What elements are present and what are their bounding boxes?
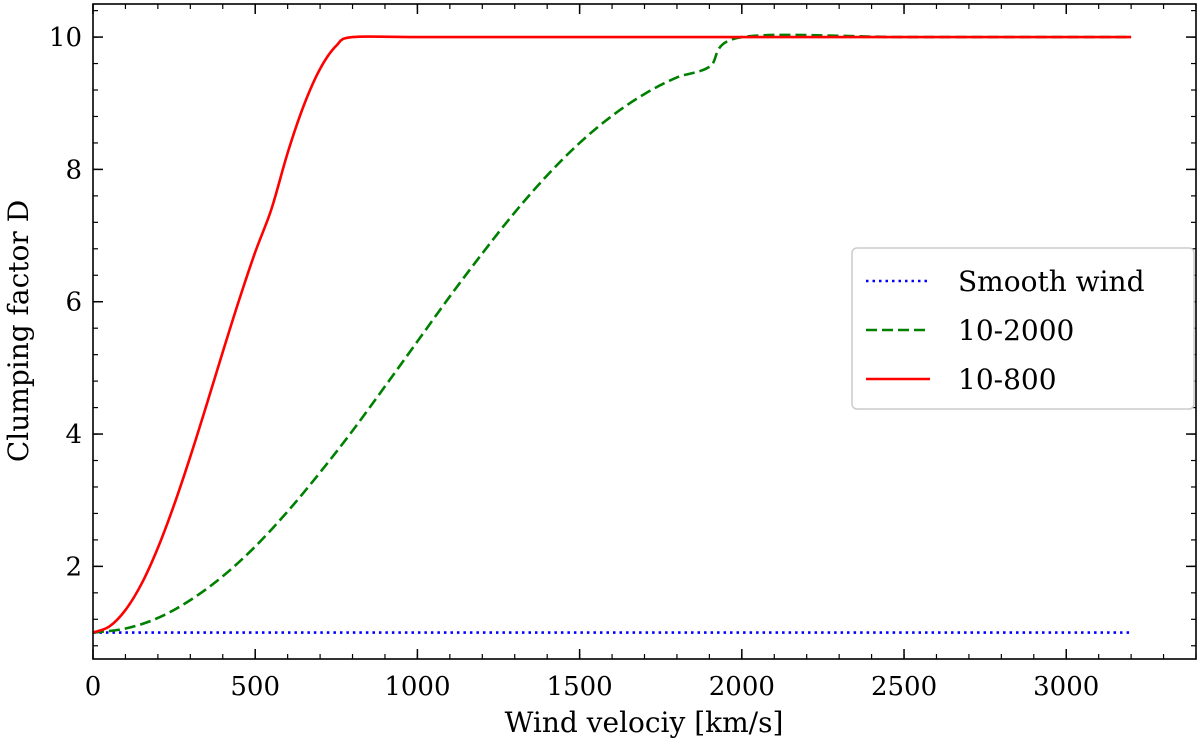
series-line-2 — [92, 35, 1132, 634]
legend-label-2: 10-800 — [958, 363, 1057, 396]
x-tick-label: 1500 — [547, 672, 613, 702]
y-tick-label: 6 — [65, 288, 82, 318]
legend-label-0: Smooth wind — [958, 265, 1145, 298]
x-tick-label: 500 — [230, 672, 280, 702]
x-tick-label: 2000 — [709, 672, 775, 702]
ticks-layer: 0 500 1000 1500 2000 2500 3000 2 4 6 8 10 — [49, 4, 1197, 702]
legend: Smooth wind 10-2000 10-800 — [851, 247, 1195, 410]
y-tick-label: 10 — [49, 23, 82, 53]
y-axis-label: Clumping factor D — [2, 200, 35, 462]
y-tick-label: 4 — [65, 420, 82, 450]
series-layer — [92, 33, 1132, 634]
legend-label-1: 10-2000 — [958, 314, 1074, 347]
x-tick-label: 3000 — [1033, 672, 1099, 702]
x-tick-label: 2500 — [871, 672, 937, 702]
x-axis-label: Wind velociy [km/s] — [505, 706, 784, 739]
y-tick-label: 2 — [65, 552, 82, 582]
plot-frame — [92, 3, 1197, 660]
x-tick-label: 0 — [85, 672, 102, 702]
legend-frame — [851, 247, 1195, 410]
x-tick-label: 1000 — [384, 672, 450, 702]
y-tick-label: 8 — [65, 155, 82, 185]
